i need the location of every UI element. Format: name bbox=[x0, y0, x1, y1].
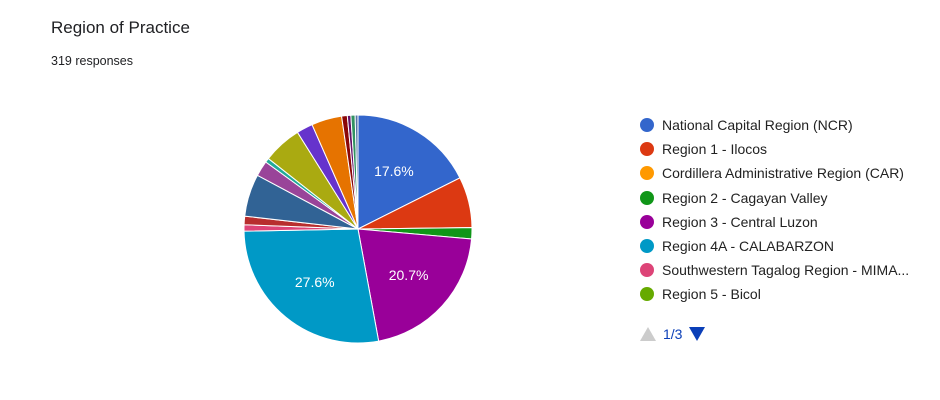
legend-swatch bbox=[640, 190, 654, 205]
legend-label: Southwestern Tagalog Region - MIMA... bbox=[662, 262, 910, 279]
legend-swatch bbox=[640, 263, 654, 278]
legend-label: Region 5 - Bicol bbox=[662, 286, 761, 303]
legend-label: Region 4A - CALABARZON bbox=[662, 238, 834, 255]
pie-slice[interactable] bbox=[354, 114, 359, 230]
legend-swatch bbox=[640, 287, 654, 302]
legend-swatch bbox=[640, 214, 654, 229]
legend-item[interactable]: Region 2 - Cagayan Valley bbox=[640, 186, 940, 210]
slice-data-label: 20.7% bbox=[389, 267, 429, 283]
page-indicator: 1/3 bbox=[663, 326, 683, 342]
legend-item[interactable]: Cordillera Administrative Region (CAR) bbox=[640, 161, 940, 185]
legend-item[interactable]: Region 1 - Ilocos bbox=[640, 137, 940, 161]
legend-label: National Capital Region (NCR) bbox=[662, 117, 853, 134]
slice-data-label: 27.6% bbox=[295, 274, 335, 290]
legend-swatch bbox=[640, 166, 654, 181]
legend-label: Region 1 - Ilocos bbox=[662, 141, 768, 158]
chart-title: Region of Practice bbox=[51, 18, 190, 37]
chart-legend: National Capital Region (NCR) Region 1 -… bbox=[640, 113, 940, 307]
legend-swatch bbox=[640, 118, 654, 133]
pie-slice[interactable] bbox=[357, 228, 473, 342]
legend-swatch bbox=[640, 142, 654, 157]
legend-swatch bbox=[640, 239, 654, 254]
legend-item[interactable]: Region 3 - Central Luzon bbox=[640, 210, 940, 234]
slice-data-label: 17.6% bbox=[374, 163, 414, 179]
legend-label: Region 3 - Central Luzon bbox=[662, 213, 818, 230]
legend-item[interactable]: Region 4A - CALABARZON bbox=[640, 234, 940, 258]
response-count: 319 responses bbox=[51, 54, 134, 68]
pie-slice[interactable] bbox=[243, 228, 380, 344]
arrow-up-icon[interactable] bbox=[640, 327, 656, 341]
legend-label: Region 2 - Cagayan Valley bbox=[662, 189, 828, 206]
pie-slice[interactable] bbox=[357, 114, 461, 230]
legend-item[interactable]: Region 5 - Bicol bbox=[640, 282, 940, 306]
legend-label: Cordillera Administrative Region (CAR) bbox=[662, 165, 904, 182]
legend-item[interactable]: National Capital Region (NCR) bbox=[640, 113, 940, 137]
arrow-down-icon[interactable] bbox=[689, 327, 706, 341]
legend-item[interactable]: Southwestern Tagalog Region - MIMA... bbox=[640, 258, 940, 282]
legend-pagination: 1/3 bbox=[640, 326, 706, 342]
